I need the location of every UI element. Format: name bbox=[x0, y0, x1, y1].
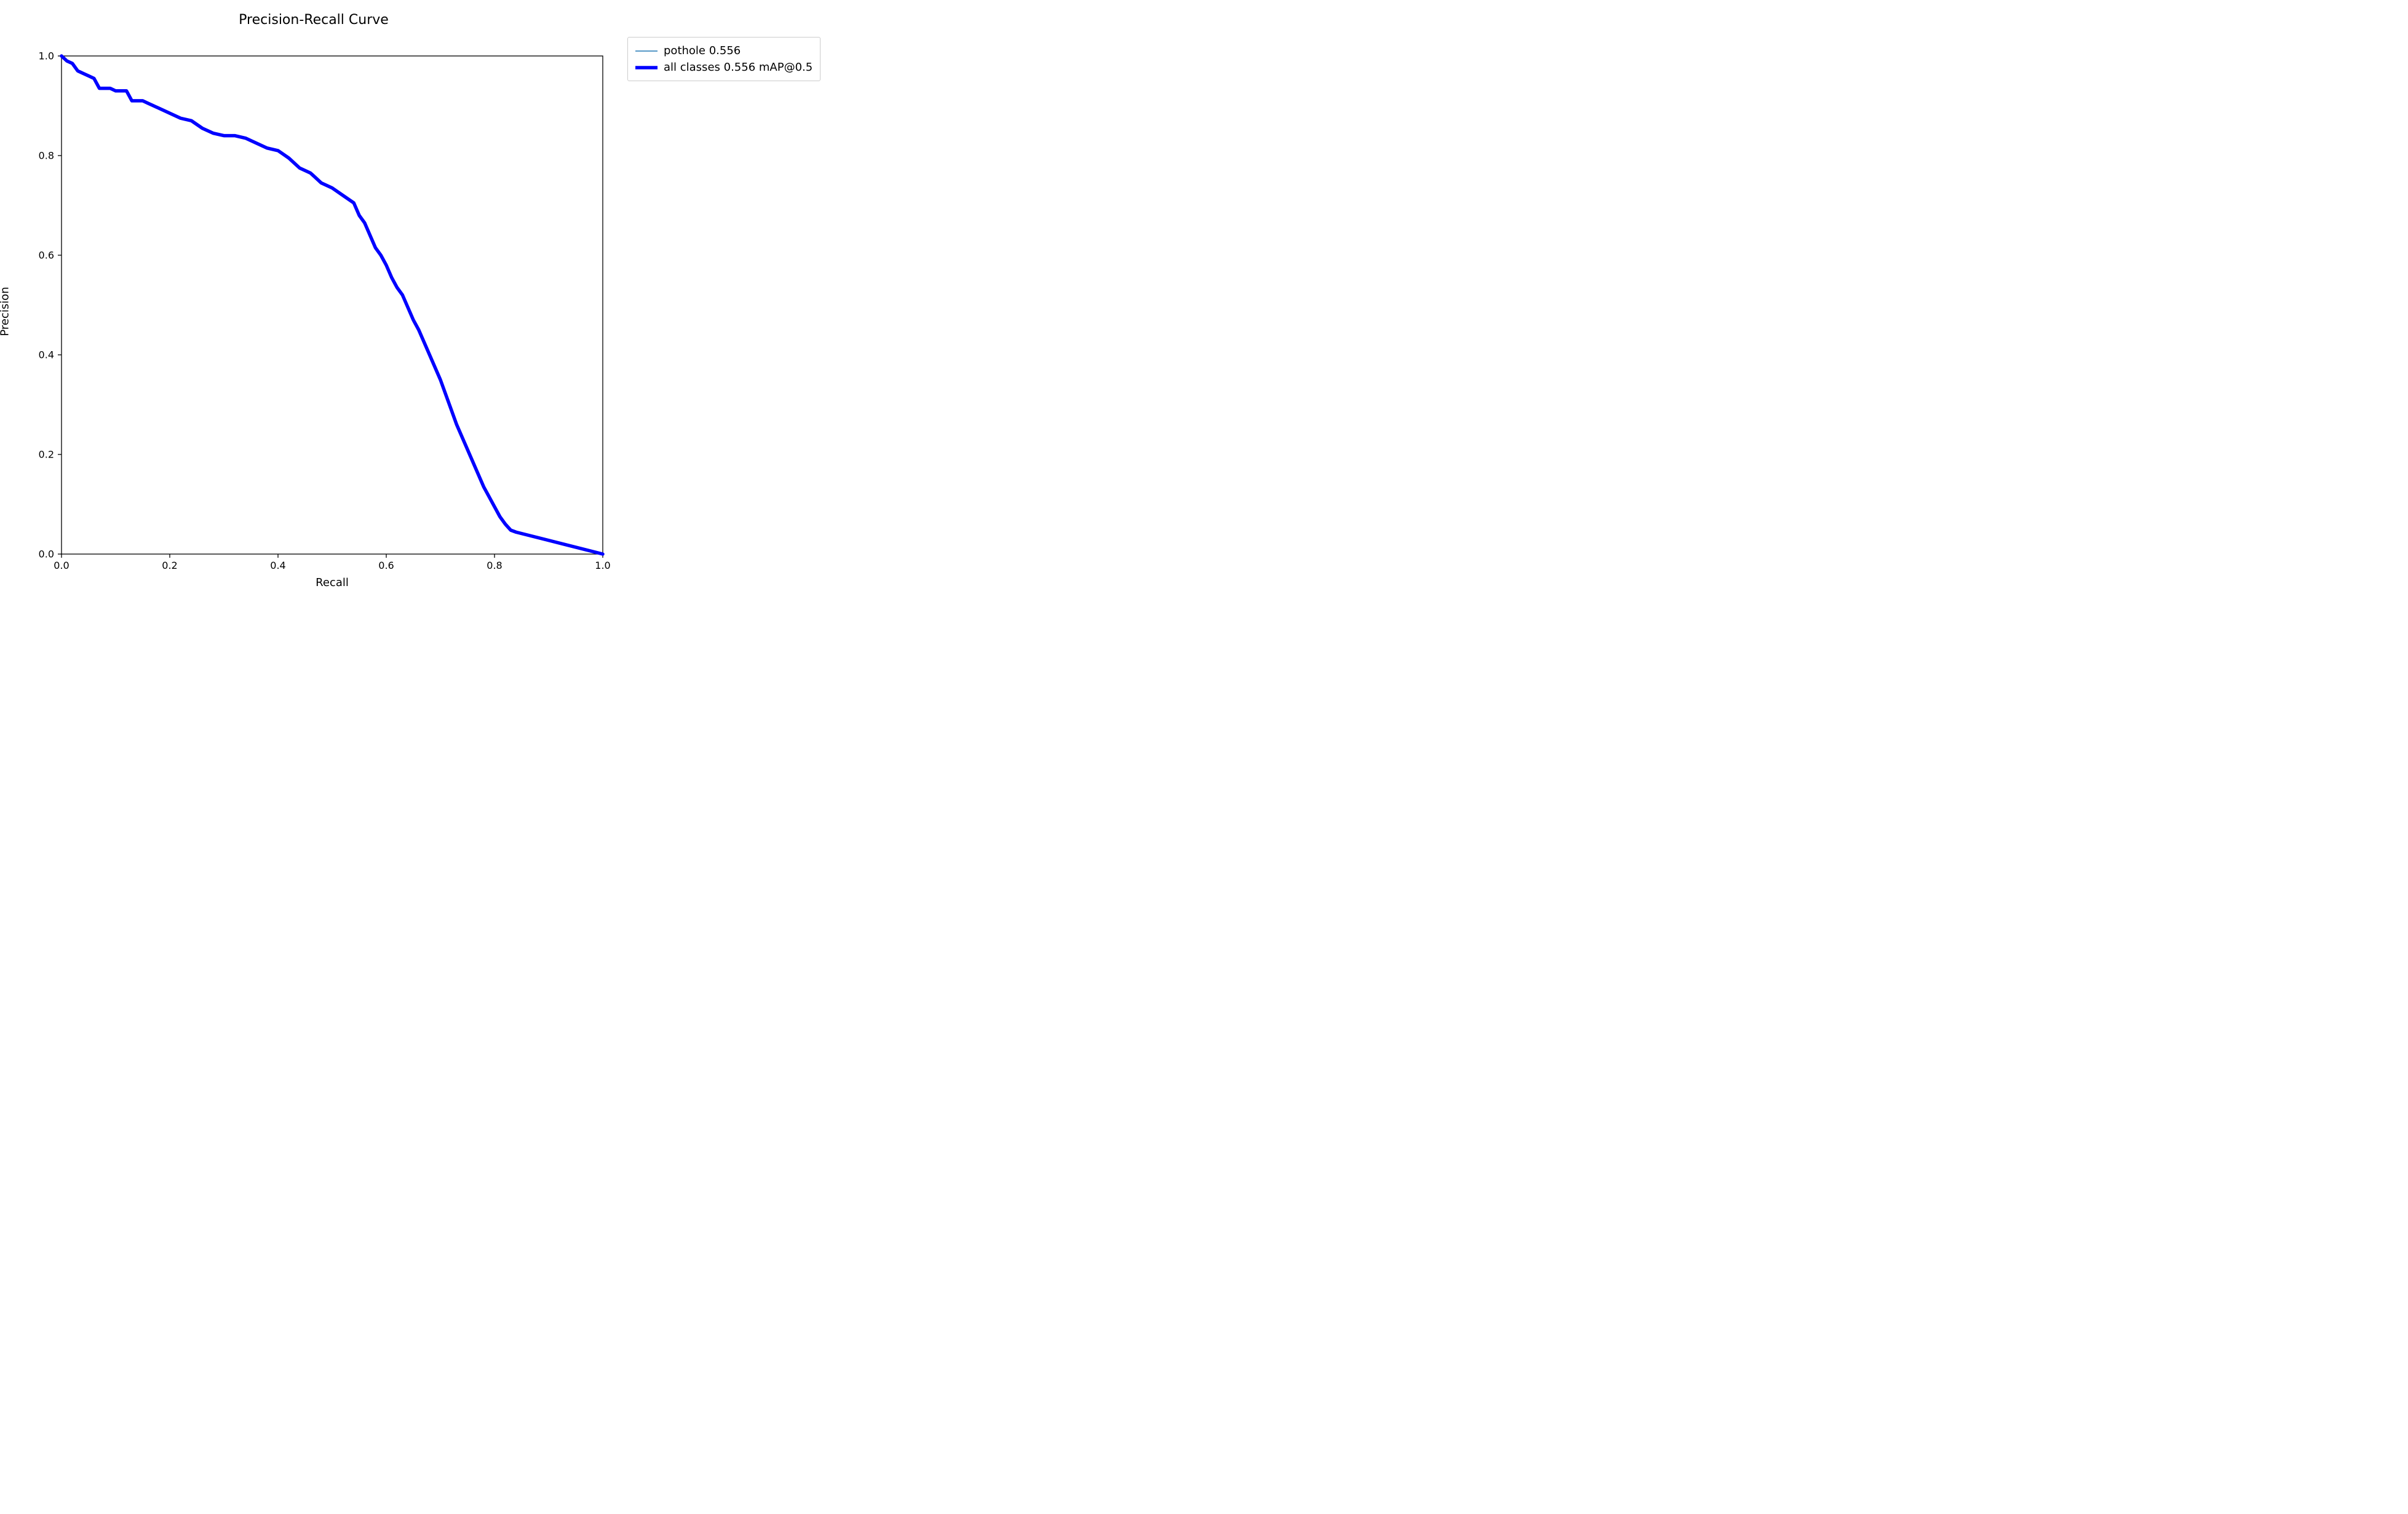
y-tick-label: 0.0 bbox=[39, 549, 54, 560]
x-tick-label: 0.8 bbox=[487, 560, 502, 571]
plot-area: Precision-Recall Curve 0.0 0.2 0.4 0.6 0.8 1.… bbox=[12, 12, 615, 591]
legend-row: all classes 0.556 mAP@0.5 bbox=[635, 59, 813, 76]
x-tick-label: 0.6 bbox=[378, 560, 394, 571]
legend-row: pothole 0.556 bbox=[635, 42, 813, 59]
x-tick-label: 0.0 bbox=[54, 560, 69, 571]
chart-title: Precision-Recall Curve bbox=[12, 12, 615, 28]
legend-label: pothole 0.556 bbox=[664, 42, 741, 59]
y-tick-label: 0.6 bbox=[39, 250, 54, 261]
x-axis-label: Recall bbox=[316, 576, 349, 589]
svg-wrap: 0.00.20.40.60.81.00.00.20.40.60.81.0 Pre… bbox=[12, 31, 615, 591]
figure: Precision-Recall Curve 0.0 0.2 0.4 0.6 0.8 1.… bbox=[12, 12, 2396, 591]
legend-swatch-icon bbox=[635, 63, 658, 72]
chart-svg: 0.0 0.2 0.4 0.6 0.8 1.0 0.0 0.2 0.4 0.6 0.8 1.0 bbox=[12, 31, 615, 591]
legend: pothole 0.556all classes 0.556 mAP@0.5 bbox=[627, 37, 821, 81]
legend-label: all classes 0.556 mAP@0.5 bbox=[664, 59, 813, 76]
x-tick-label: 0.2 bbox=[162, 560, 177, 571]
y-tick-label: 0.4 bbox=[39, 349, 54, 361]
x-tick-label: 1.0 bbox=[595, 560, 610, 571]
legend-swatch-icon bbox=[635, 47, 658, 55]
y-tick-label: 0.8 bbox=[39, 150, 54, 162]
x-tick-label: 0.4 bbox=[270, 560, 285, 571]
y-tick-label: 1.0 bbox=[39, 50, 54, 62]
y-tick-label: 0.2 bbox=[39, 449, 54, 461]
